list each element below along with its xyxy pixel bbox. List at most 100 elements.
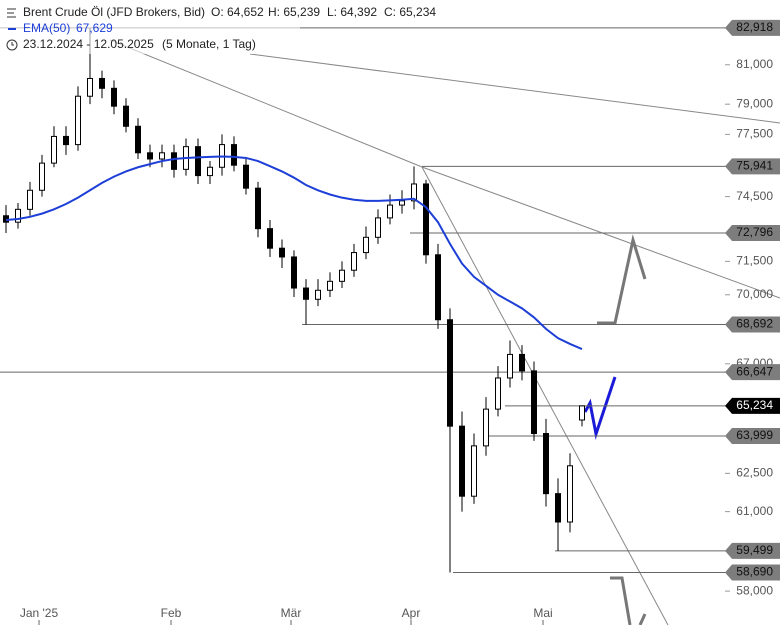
y-tick-label: 79,000 [736, 96, 773, 110]
candle-body [315, 289, 321, 300]
candle-body [363, 236, 369, 254]
period: (5 Monate, 1 Tag) [162, 37, 256, 51]
trend-line [249, 53, 780, 124]
x-tick-label: Apr [402, 606, 421, 620]
x-tick-label: Feb [161, 606, 182, 620]
candle-body [507, 353, 513, 379]
projection-arrow [610, 576, 632, 625]
candle-body [447, 319, 453, 427]
legend: Brent Crude Öl (JFD Brokers, Bid) O: 64,… [0, 4, 436, 54]
candle-body [375, 217, 381, 238]
indicator-value: 67,629 [76, 21, 113, 35]
candle-body [291, 256, 297, 289]
candle-body [579, 405, 585, 421]
y-tick-label: 61,000 [736, 504, 773, 518]
x-tick-label: Mär [281, 606, 302, 620]
candle-body [123, 105, 129, 127]
candle-body [243, 164, 249, 189]
candle-body [39, 162, 45, 191]
candle-body [99, 77, 105, 89]
candle-body [459, 425, 465, 497]
candle-body [27, 189, 33, 210]
price-tag-label: 75,941 [736, 159, 773, 173]
candle-body [75, 95, 81, 146]
candle-body [351, 252, 357, 271]
candle-body [51, 135, 57, 164]
price-tag [725, 316, 780, 333]
price-tag-label: 63,999 [736, 428, 773, 442]
candle-body [483, 408, 489, 447]
y-tick-label: 81,000 [736, 57, 773, 71]
price-tag [725, 19, 780, 36]
candle-body [279, 247, 285, 258]
y-tick-label: 70,000 [736, 287, 773, 301]
price-tag [725, 225, 780, 242]
candle-body [135, 125, 141, 154]
legend-bg [0, 4, 300, 54]
candle-body [423, 183, 429, 256]
trend-line [421, 166, 669, 625]
candle-body [147, 152, 153, 160]
icon [6, 39, 18, 51]
candle-body [543, 433, 549, 495]
candle-body [411, 183, 417, 202]
ohlc: O: 64,652 [211, 5, 264, 19]
candle-body [519, 353, 525, 372]
candle-body [159, 152, 165, 160]
plot: 58,00061,00062,50067,00070,00071,50074,5… [0, 19, 780, 625]
candle-body [303, 287, 309, 300]
candle-body [567, 465, 573, 523]
candle-body [207, 166, 213, 177]
candle-body [63, 135, 69, 146]
candle-body [339, 269, 345, 282]
icon [11, 42, 14, 46]
price-tag-label: 59,499 [736, 543, 773, 557]
y-tick-label: 74,500 [736, 189, 773, 203]
ohlc: H: 65,239 [268, 5, 320, 19]
price-tag-label: 58,690 [736, 565, 773, 579]
trend-line [421, 166, 780, 299]
price-tag [725, 542, 780, 559]
y-tick-label: 71,500 [736, 254, 773, 268]
price-tag [725, 397, 780, 414]
price-tag-label: 68,692 [736, 317, 773, 331]
price-tag-label: 82,918 [736, 20, 773, 34]
candle-body [87, 77, 93, 97]
icon [7, 8, 16, 18]
candle-body [555, 493, 561, 523]
date-range: 23.12.2024 - 12.05.2025 [23, 37, 154, 51]
candle-body [327, 280, 333, 291]
price-tag-label: 65,234 [736, 398, 773, 412]
candle-body [495, 377, 501, 410]
price-tag [725, 364, 780, 381]
x-tick-label: Mai [533, 606, 552, 620]
candle-body [531, 370, 537, 435]
y-tick-label: 77,500 [736, 127, 773, 141]
y-tick-label: 58,000 [736, 583, 773, 597]
y-tick-label: 62,500 [736, 466, 773, 480]
title: Brent Crude Öl (JFD Brokers, Bid) [23, 5, 205, 19]
candle-body [195, 146, 201, 177]
trend-lines [109, 39, 780, 625]
candle-body [387, 204, 393, 219]
candle-body [471, 445, 477, 497]
candle-body [231, 144, 237, 166]
candle-body [399, 200, 405, 206]
x-tick-label: Jan '25 [20, 606, 59, 620]
candle-body [435, 254, 441, 321]
ohlc: L: 64,392 [327, 5, 377, 19]
ohlc: C: 65,234 [384, 5, 436, 19]
price-tag-label: 66,647 [736, 364, 773, 378]
trend-line [109, 39, 423, 168]
price-tag [725, 158, 780, 175]
candle-body [255, 187, 261, 230]
candle-body [15, 208, 21, 223]
price-tag [725, 564, 780, 581]
price-tag [725, 428, 780, 445]
projection-arrow [597, 234, 647, 325]
price-tag-label: 72,796 [736, 225, 773, 239]
candle-body [267, 228, 273, 249]
ema-line [5, 155, 583, 350]
indicator-name: EMA(50) [23, 21, 70, 35]
